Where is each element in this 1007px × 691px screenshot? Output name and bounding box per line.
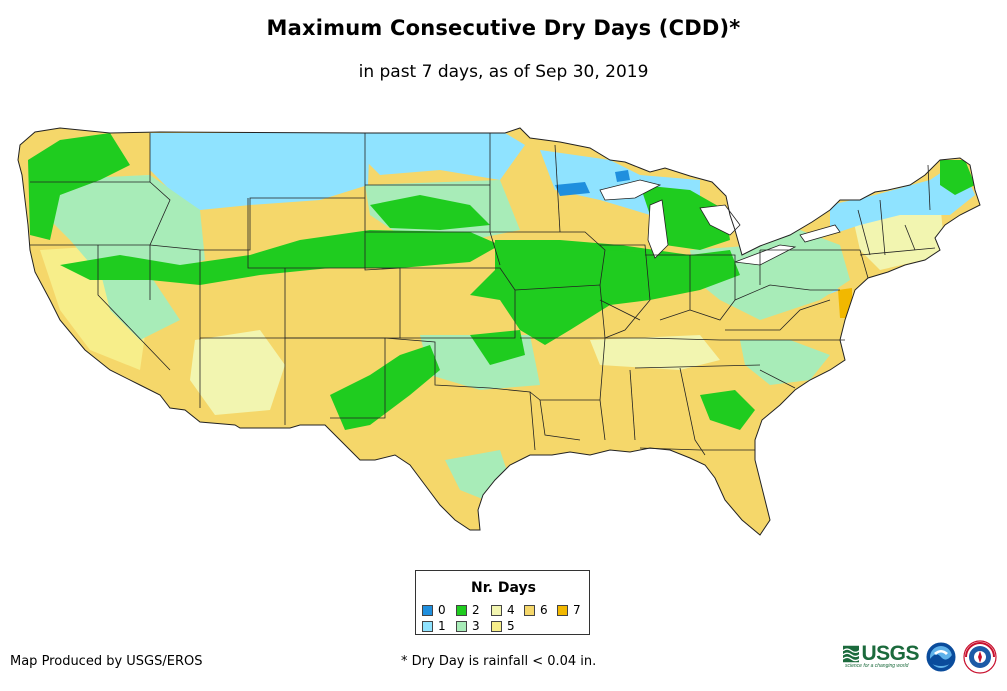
region-2-days bbox=[60, 230, 500, 285]
legend-title: Nr. Days bbox=[471, 580, 536, 596]
legend-swatch bbox=[422, 620, 433, 632]
region-3-days bbox=[40, 175, 205, 280]
region-2-days bbox=[940, 160, 975, 195]
legend-item-2: 2 bbox=[456, 603, 480, 617]
legend-label: 3 bbox=[472, 619, 480, 633]
region-2-days bbox=[470, 240, 740, 345]
region-4-days bbox=[190, 330, 285, 415]
usgs-logo: USGS bbox=[843, 642, 919, 666]
legend-label: 6 bbox=[540, 603, 548, 617]
region-2-days bbox=[370, 195, 490, 230]
region-2-days bbox=[600, 250, 645, 300]
legend-swatch bbox=[524, 604, 535, 616]
nws-logo bbox=[963, 640, 997, 674]
legend-swatch bbox=[557, 604, 568, 616]
region-1-day bbox=[365, 133, 525, 180]
legend-swatch bbox=[491, 620, 502, 632]
region-4-days bbox=[590, 335, 720, 370]
legend-item-7: 7 bbox=[557, 603, 581, 617]
lake-superior bbox=[599, 179, 662, 201]
legend: Nr. Days 0 1 2 3 4 5 6 7 bbox=[415, 570, 590, 635]
legend-item-3: 3 bbox=[456, 619, 480, 633]
legend-label: 7 bbox=[573, 603, 581, 617]
legend-item-0: 0 bbox=[422, 603, 446, 617]
map-credit: Map Produced by USGS/EROS bbox=[10, 654, 203, 669]
region-3-days bbox=[100, 270, 180, 340]
legend-swatch bbox=[491, 604, 502, 616]
legend-label: 5 bbox=[507, 619, 515, 633]
legend-item-1: 1 bbox=[422, 619, 446, 633]
dry-day-footnote: * Dry Day is rainfall < 0.04 in. bbox=[401, 654, 597, 669]
region-7-days bbox=[838, 288, 852, 318]
legend-swatch bbox=[422, 604, 433, 616]
region-3-days bbox=[740, 340, 830, 385]
region-2-days bbox=[700, 390, 755, 430]
legend-swatch bbox=[456, 604, 467, 616]
legend-label: 0 bbox=[438, 603, 446, 617]
us-outline bbox=[17, 127, 981, 536]
legend-item-4: 4 bbox=[491, 603, 515, 617]
usgs-tagline: science for a changing world bbox=[845, 663, 909, 669]
region-1-day bbox=[830, 160, 975, 235]
noaa-logo bbox=[925, 641, 957, 673]
legend-item-5: 5 bbox=[491, 619, 515, 633]
lake-ontario bbox=[799, 224, 841, 243]
legend-swatch bbox=[456, 620, 467, 632]
legend-item-6: 6 bbox=[524, 603, 548, 617]
usgs-wave-icon bbox=[843, 645, 860, 663]
region-1-day bbox=[150, 133, 370, 210]
map-subtitle: in past 7 days, as of Sep 30, 2019 bbox=[358, 62, 649, 82]
state-boundaries bbox=[30, 133, 936, 456]
legend-label: 1 bbox=[438, 619, 446, 633]
legend-label: 4 bbox=[507, 603, 515, 617]
region-2-days bbox=[28, 133, 130, 240]
usgs-logo-text: USGS bbox=[861, 642, 919, 665]
region-0-days bbox=[555, 182, 590, 196]
lake-michigan bbox=[647, 199, 669, 259]
region-2-days bbox=[470, 330, 525, 365]
map-title: Maximum Consecutive Dry Days (CDD)* bbox=[266, 16, 741, 40]
region-0-days bbox=[615, 170, 630, 182]
legend-label: 2 bbox=[472, 603, 480, 617]
